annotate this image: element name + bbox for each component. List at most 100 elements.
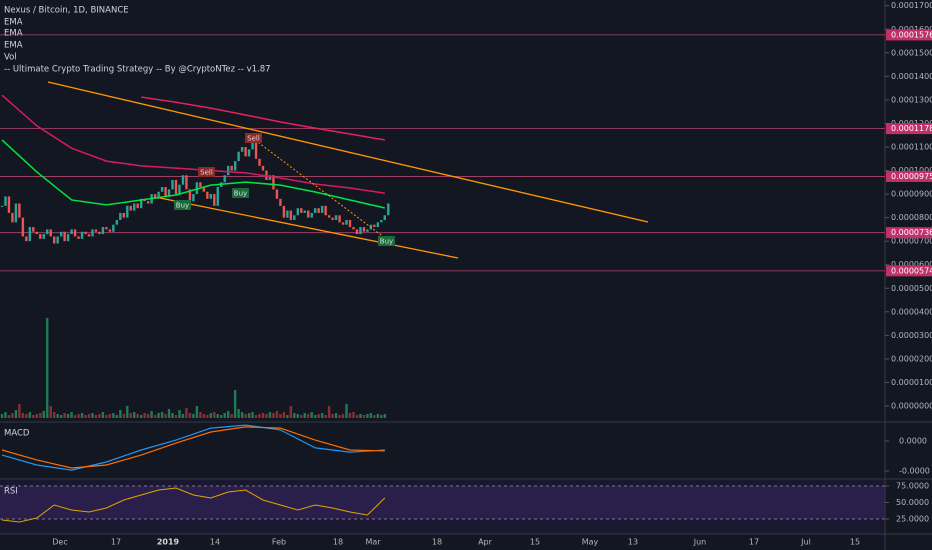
time-label: May — [582, 538, 599, 547]
volume-bar — [136, 414, 139, 418]
level-label: 0.0001576 — [891, 30, 932, 39]
time-label: 13 — [628, 538, 638, 547]
macd-line — [1, 424, 385, 471]
sell-badge — [198, 167, 215, 177]
indicator: -- Ultimate Crypto Trading Strategy -- B… — [4, 65, 271, 75]
volume-bar — [373, 415, 376, 418]
candle — [14, 203, 18, 223]
candle — [126, 205, 129, 218]
volume-bar — [227, 411, 230, 418]
time-label: 15 — [530, 538, 540, 547]
candle — [310, 212, 313, 218]
time-label: 17 — [111, 538, 121, 547]
volume-bar — [247, 413, 251, 418]
candle — [18, 203, 21, 218]
volume-bar — [115, 415, 119, 418]
volume-bar — [153, 415, 157, 418]
price-label: 0.0000900 — [891, 190, 932, 199]
symbol-title: Nexus / Bitcoin, 1D, BINANCE — [4, 6, 129, 16]
candle — [303, 210, 306, 213]
volume-bar — [296, 414, 299, 418]
candle — [49, 229, 52, 237]
macd-label: -0.0000 — [899, 467, 930, 476]
volume-bar — [167, 409, 171, 418]
volume-bar — [352, 412, 355, 418]
candle — [209, 194, 212, 199]
price-label: 0.0000800 — [891, 213, 932, 222]
candle — [115, 219, 119, 225]
volume-bar — [143, 413, 146, 418]
candle — [181, 175, 185, 185]
candle — [11, 212, 14, 223]
candle — [192, 194, 195, 202]
candle — [338, 215, 341, 223]
candle — [80, 231, 84, 239]
rsi-label: 25.0000 — [896, 515, 929, 524]
volume-bar — [355, 415, 359, 418]
volume-bar — [362, 415, 366, 418]
volume-bar — [320, 413, 324, 418]
volume-bar — [213, 412, 216, 418]
candle — [362, 227, 366, 232]
volume-bar — [345, 404, 348, 418]
volume-bar — [202, 414, 206, 418]
candle — [376, 222, 380, 228]
volume-bar — [192, 414, 195, 418]
candle — [268, 175, 272, 180]
candle — [233, 161, 237, 171]
volume-bar — [272, 413, 275, 418]
candle — [53, 236, 56, 244]
candle — [314, 208, 317, 213]
volume-bar — [286, 415, 289, 418]
candle — [98, 231, 101, 235]
candle — [136, 203, 139, 209]
time-label: 17 — [749, 538, 759, 547]
candle — [317, 208, 320, 213]
volume-bar — [300, 415, 303, 418]
level-badge — [886, 227, 932, 239]
sell-label: Sell — [247, 135, 260, 143]
candle — [282, 205, 286, 218]
price-label: 0.0000000 — [891, 402, 932, 411]
candle — [42, 234, 45, 239]
candle — [213, 194, 216, 206]
candle — [28, 227, 32, 242]
volume-bar — [341, 414, 345, 418]
candle — [133, 203, 136, 211]
level-badge — [886, 123, 932, 135]
volume-bar — [258, 414, 261, 418]
candle — [366, 229, 369, 232]
volume-bar — [73, 415, 77, 418]
volume-bar — [185, 408, 188, 418]
volume-bar — [220, 415, 223, 418]
candle — [91, 229, 94, 237]
volume-bar — [268, 412, 272, 418]
rsi-line — [1, 487, 386, 523]
signal-line — [1, 426, 385, 469]
ema-line — [141, 96, 385, 141]
candle — [286, 210, 289, 218]
volume-bar — [146, 414, 150, 418]
candle — [240, 146, 244, 152]
sell-badge — [245, 133, 262, 143]
price-label: 0.0000600 — [891, 260, 932, 269]
candle — [119, 212, 122, 220]
volume-bar — [216, 414, 219, 418]
candle — [101, 227, 105, 235]
candle — [185, 175, 188, 190]
candle — [348, 219, 352, 228]
time-label: 18 — [333, 538, 343, 547]
volume-bar — [240, 412, 244, 418]
volume-bar — [195, 406, 199, 418]
volume-bar — [0, 414, 4, 418]
candle — [32, 227, 35, 232]
price-label: 0.0001300 — [891, 95, 932, 104]
volume-bar — [282, 412, 286, 418]
volume-bar — [25, 414, 28, 418]
rsi-label: 50.0000 — [896, 498, 929, 507]
volume-bar — [293, 413, 296, 418]
volume-bar — [84, 415, 87, 418]
buy-label: Buy — [380, 238, 393, 246]
volume-bar — [334, 413, 338, 418]
candle — [261, 165, 265, 171]
